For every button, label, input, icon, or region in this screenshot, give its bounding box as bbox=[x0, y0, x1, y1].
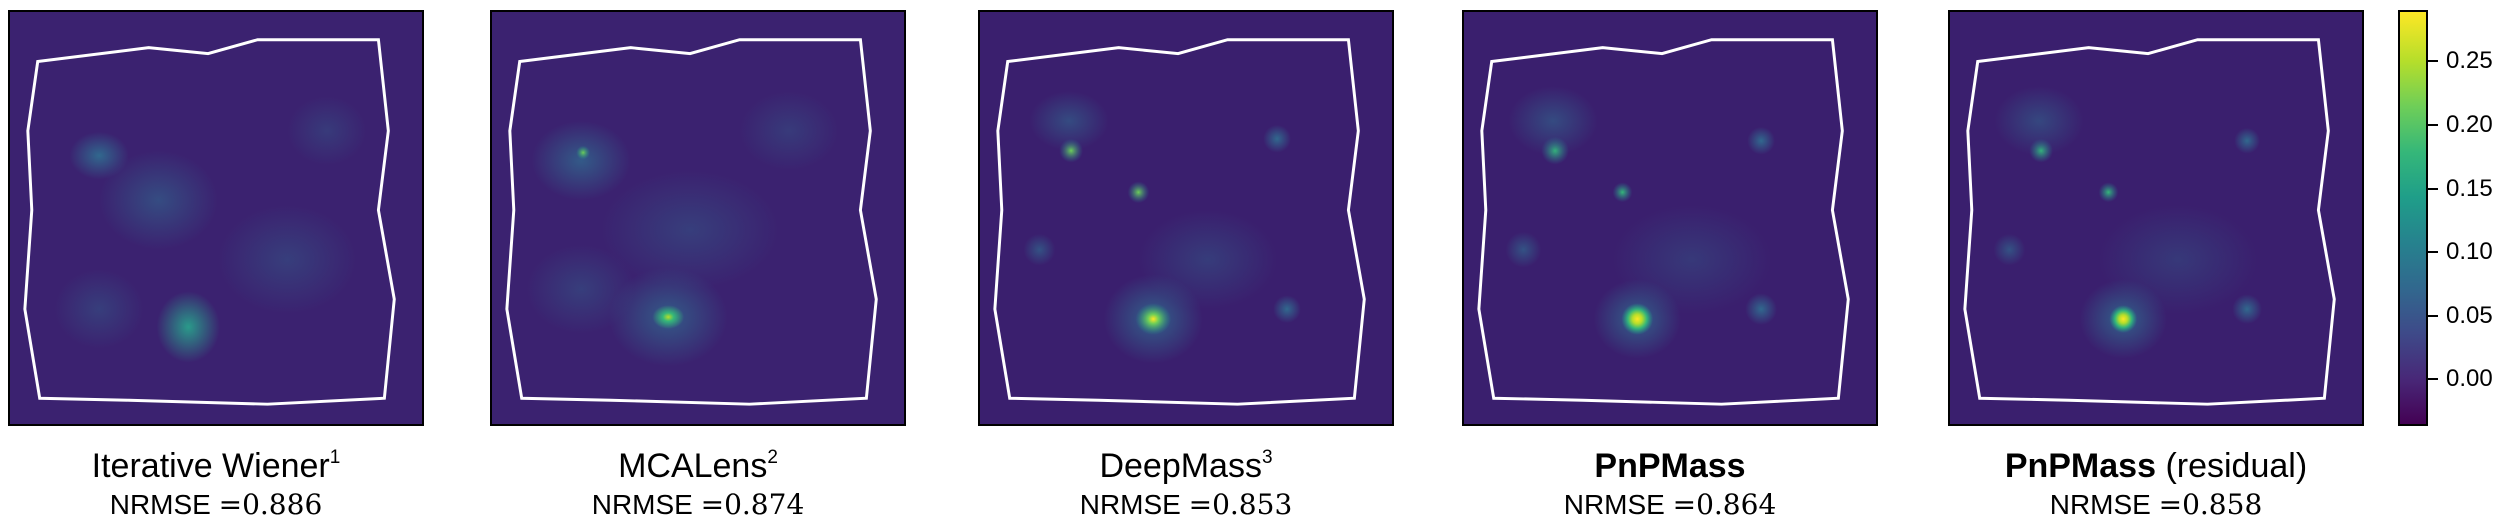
mass-map-image bbox=[8, 10, 424, 426]
metric-equals: = bbox=[700, 488, 725, 521]
colorbar-tick-label: 0.10 bbox=[2446, 238, 2493, 265]
method-name: DeepMass bbox=[1099, 447, 1262, 485]
colorbar-tick bbox=[2428, 378, 2438, 380]
panel-mcalens: MCALens2 NRMSE =0.874 bbox=[490, 0, 910, 524]
survey-outline bbox=[505, 38, 878, 406]
colorbar-tick-label: 0.05 bbox=[2446, 302, 2493, 329]
survey-outline bbox=[1477, 38, 1850, 406]
method-name: Iterative Wiener bbox=[91, 447, 330, 485]
method-caption: PnPMass (residual) bbox=[1948, 444, 2364, 488]
panel-iterative-wiener: Iterative Wiener1 NRMSE =0.886 bbox=[8, 0, 428, 524]
metric-equals: = bbox=[2158, 488, 2183, 521]
method-name: MCALens bbox=[618, 447, 768, 485]
reference-mark: 2 bbox=[767, 447, 778, 468]
colorbar-tick bbox=[2428, 60, 2438, 62]
mass-map-image bbox=[490, 10, 906, 426]
colorbar-tick bbox=[2428, 315, 2438, 317]
nrmse-metric: NRMSE =0.874 bbox=[490, 488, 906, 522]
survey-outline bbox=[23, 38, 396, 406]
panel-pnpmass-residual: PnPMass (residual) NRMSE =0.858 bbox=[1948, 0, 2368, 524]
mass-map-svg bbox=[980, 12, 1392, 424]
nrmse-metric: NRMSE =0.886 bbox=[8, 488, 424, 522]
mass-map-svg bbox=[1950, 12, 2362, 424]
mass-map-image bbox=[1948, 10, 2364, 426]
mass-map-svg bbox=[492, 12, 904, 424]
method-caption: DeepMass3 bbox=[978, 444, 1394, 488]
metric-label: NRMSE bbox=[1563, 489, 1665, 520]
method-caption: Iterative Wiener1 bbox=[8, 444, 424, 488]
metric-equals: = bbox=[1672, 488, 1697, 521]
colorbar-tick bbox=[2428, 251, 2438, 253]
metric-label: NRMSE bbox=[109, 489, 211, 520]
colorbar-tick-label: 0.00 bbox=[2446, 365, 2493, 392]
reference-mark: 1 bbox=[329, 447, 341, 468]
survey-outline bbox=[993, 38, 1366, 406]
mass-map-image bbox=[1462, 10, 1878, 426]
colorbar-tick-label: 0.20 bbox=[2446, 111, 2493, 138]
survey-outline bbox=[1963, 38, 2336, 406]
mass-map-svg bbox=[10, 12, 422, 424]
colorbar bbox=[2398, 10, 2428, 426]
panel-pnpmass: PnPMass NRMSE =0.864 bbox=[1462, 0, 1882, 524]
mass-map-svg bbox=[1464, 12, 1876, 424]
metric-value: 0.858 bbox=[2182, 488, 2263, 521]
metric-value: 0.886 bbox=[242, 488, 323, 521]
colorbar-tick bbox=[2428, 188, 2438, 190]
method-qualifier: (residual) bbox=[2165, 447, 2308, 485]
metric-value: 0.853 bbox=[1212, 488, 1293, 521]
reference-mark: 3 bbox=[1261, 447, 1273, 468]
nrmse-metric: NRMSE =0.858 bbox=[1948, 488, 2364, 522]
metric-label: NRMSE bbox=[1079, 489, 1181, 520]
method-caption: MCALens2 bbox=[490, 444, 906, 488]
metric-equals: = bbox=[218, 488, 243, 521]
metric-value: 0.874 bbox=[724, 488, 805, 521]
nrmse-metric: NRMSE =0.853 bbox=[978, 488, 1394, 522]
method-name: PnPMass bbox=[1594, 447, 1746, 485]
colorbar-tick bbox=[2428, 124, 2438, 126]
colorbar-tick-label: 0.25 bbox=[2446, 47, 2493, 74]
metric-label: NRMSE bbox=[2049, 489, 2151, 520]
colorbar-tick-label: 0.15 bbox=[2446, 175, 2493, 202]
metric-equals: = bbox=[1188, 488, 1213, 521]
nrmse-metric: NRMSE =0.864 bbox=[1462, 488, 1878, 522]
metric-label: NRMSE bbox=[591, 489, 693, 520]
mass-map-image bbox=[978, 10, 1394, 426]
method-name: PnPMass bbox=[2004, 447, 2156, 485]
method-caption: PnPMass bbox=[1462, 444, 1878, 488]
metric-value: 0.864 bbox=[1696, 488, 1777, 521]
panel-deepmass: DeepMass3 NRMSE =0.853 bbox=[978, 0, 1398, 524]
